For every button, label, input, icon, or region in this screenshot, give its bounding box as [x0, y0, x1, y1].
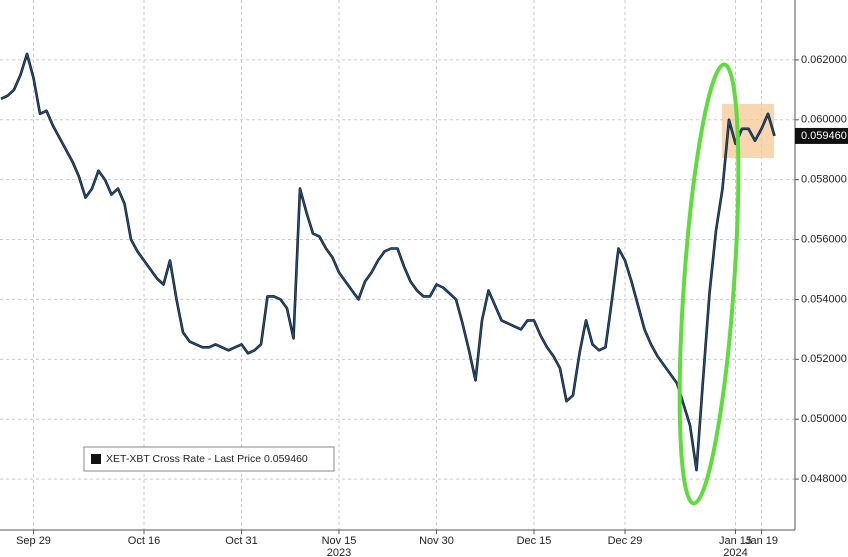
x-tick-label: Dec 29: [608, 535, 643, 547]
x-tick-label: Nov 30: [419, 535, 454, 547]
series-line: [0, 53, 776, 471]
year-label: 2024: [723, 547, 747, 557]
y-tick-label: 0.048000: [801, 473, 847, 485]
legend: XET-XBT Cross Rate - Last Price 0.059460: [83, 446, 335, 472]
y-tick-label: 0.056000: [801, 233, 847, 245]
y-tick-label: 0.058000: [801, 174, 847, 186]
legend-box: [83, 446, 335, 472]
legend-last-value: 0.059460: [264, 453, 308, 465]
year-label: 2023: [327, 547, 351, 557]
highlight-box: [722, 104, 774, 158]
x-tick-label: Nov 15: [322, 535, 357, 547]
last-price-tag: [795, 127, 848, 144]
y-tick-label: 0.054000: [801, 293, 847, 305]
legend-last-label: Last Price: [214, 453, 261, 465]
x-tick-label: Jan 19: [745, 535, 778, 547]
y-tick-label: 0.052000: [801, 353, 847, 365]
y-tick-label: 0.062000: [801, 54, 847, 66]
grid: [0, 0, 795, 530]
plot: [0, 52, 776, 472]
legend-series: XET-XBT Cross Rate: [106, 453, 205, 465]
axes: 0.048000 0.050000 0.052000 0.054000 0.056000…: [16, 54, 848, 557]
x-tick-label: Jan 15: [719, 535, 752, 547]
legend-sep: -: [205, 453, 214, 465]
last-price-label: 0.059460: [801, 130, 847, 142]
x-tick-label: Dec 15: [517, 535, 552, 547]
highlight-ellipse: [677, 62, 741, 506]
legend-entry: XET-XBT Cross Rate - Last Price 0.059460: [106, 453, 308, 465]
y-tick-label: 0.060000: [801, 114, 847, 126]
x-tick-label: Oct 16: [128, 535, 160, 547]
x-tick-label: Oct 31: [225, 535, 257, 547]
x-tick-label: Sep 29: [16, 535, 51, 547]
y-tick-label: 0.050000: [801, 413, 847, 425]
legend-swatch: [91, 454, 101, 464]
